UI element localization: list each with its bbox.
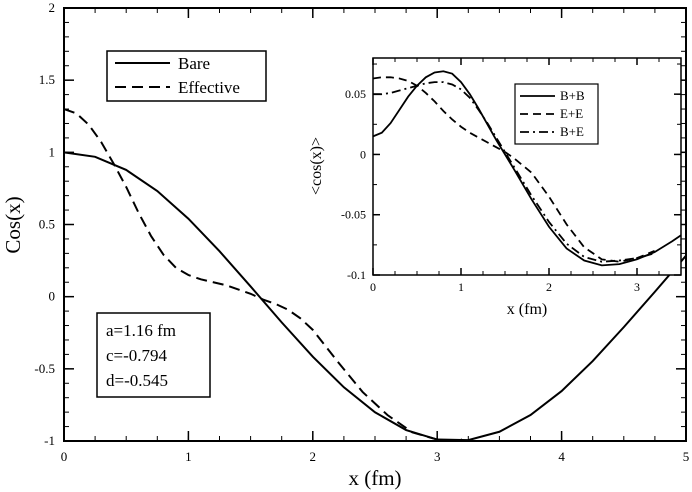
inset-y-axis-title: <cos(x)> — [308, 137, 325, 195]
main-x-tick-label: 2 — [310, 449, 317, 464]
main-legend-box — [106, 50, 267, 102]
main-x-tick-label: 1 — [185, 449, 192, 464]
main-y-tick-label: -0.5 — [34, 361, 55, 376]
param-a: a=1.16 fm — [106, 321, 176, 340]
main-y-tick-label: 2 — [49, 0, 56, 15]
main-y-tick-label: -1 — [44, 433, 55, 448]
inset-x-axis-title: x (fm) — [507, 301, 547, 318]
main-y-tick-label: 0.5 — [39, 217, 55, 232]
param-d: d=-0.545 — [106, 371, 168, 390]
legend-label-bare: Bare — [178, 54, 210, 73]
inset-x-tick-label: 0 — [370, 280, 376, 294]
legend-label-effective: Effective — [178, 78, 240, 97]
inset-y-tick-label: -0.05 — [341, 208, 366, 222]
main-y-tick-label: 1.5 — [39, 72, 55, 87]
inset-legend-label-bb: B+B — [560, 88, 585, 103]
inset-series-group — [372, 70, 682, 267]
main-x-tick-label: 5 — [683, 449, 690, 464]
main-ticks: 0 1 2 3 4 5 -1 -0.5 0 0.5 1 1.5 2 — [34, 0, 689, 464]
main-x-axis-title: x (fm) — [348, 466, 401, 490]
main-legend: Bare Effective — [106, 50, 267, 102]
inset-legend-label-be: B+E — [560, 124, 584, 139]
inset-x-tick-label: 2 — [546, 280, 552, 294]
inset-series-line-b-e — [373, 81, 655, 263]
parameter-box: a=1.16 fm c=-0.794 d=-0.545 — [96, 312, 211, 398]
inset-legend-label-ee: E+E — [560, 106, 583, 121]
main-x-tick-label: 4 — [558, 449, 565, 464]
parameter-box-frame — [96, 312, 211, 398]
inset-x-tick-label: 1 — [458, 280, 464, 294]
main-series-line-effective — [63, 108, 463, 443]
inset-ticks: 0 1 2 3 -0.1 -0.05 0 0.05 — [341, 58, 682, 294]
param-c: c=-0.794 — [106, 346, 168, 365]
inset-y-tick-label: -0.1 — [347, 268, 366, 282]
main-y-tick-label: 1 — [49, 144, 56, 159]
main-x-tick-label: 3 — [434, 449, 441, 464]
inset-legend: B+B E+E B+E — [514, 83, 599, 145]
inset-y-tick-label: 0 — [360, 147, 366, 161]
inset-legend-box — [514, 83, 599, 145]
main-y-axis-title: Cos(x) — [1, 196, 25, 253]
main-series-line-bare — [63, 151, 687, 442]
inset-y-tick-label: 0.05 — [345, 87, 366, 101]
inset-x-tick-label: 3 — [634, 280, 640, 294]
main-x-tick-label: 0 — [61, 449, 68, 464]
main-series-group — [63, 108, 687, 443]
main-y-tick-label: 0 — [49, 289, 56, 304]
